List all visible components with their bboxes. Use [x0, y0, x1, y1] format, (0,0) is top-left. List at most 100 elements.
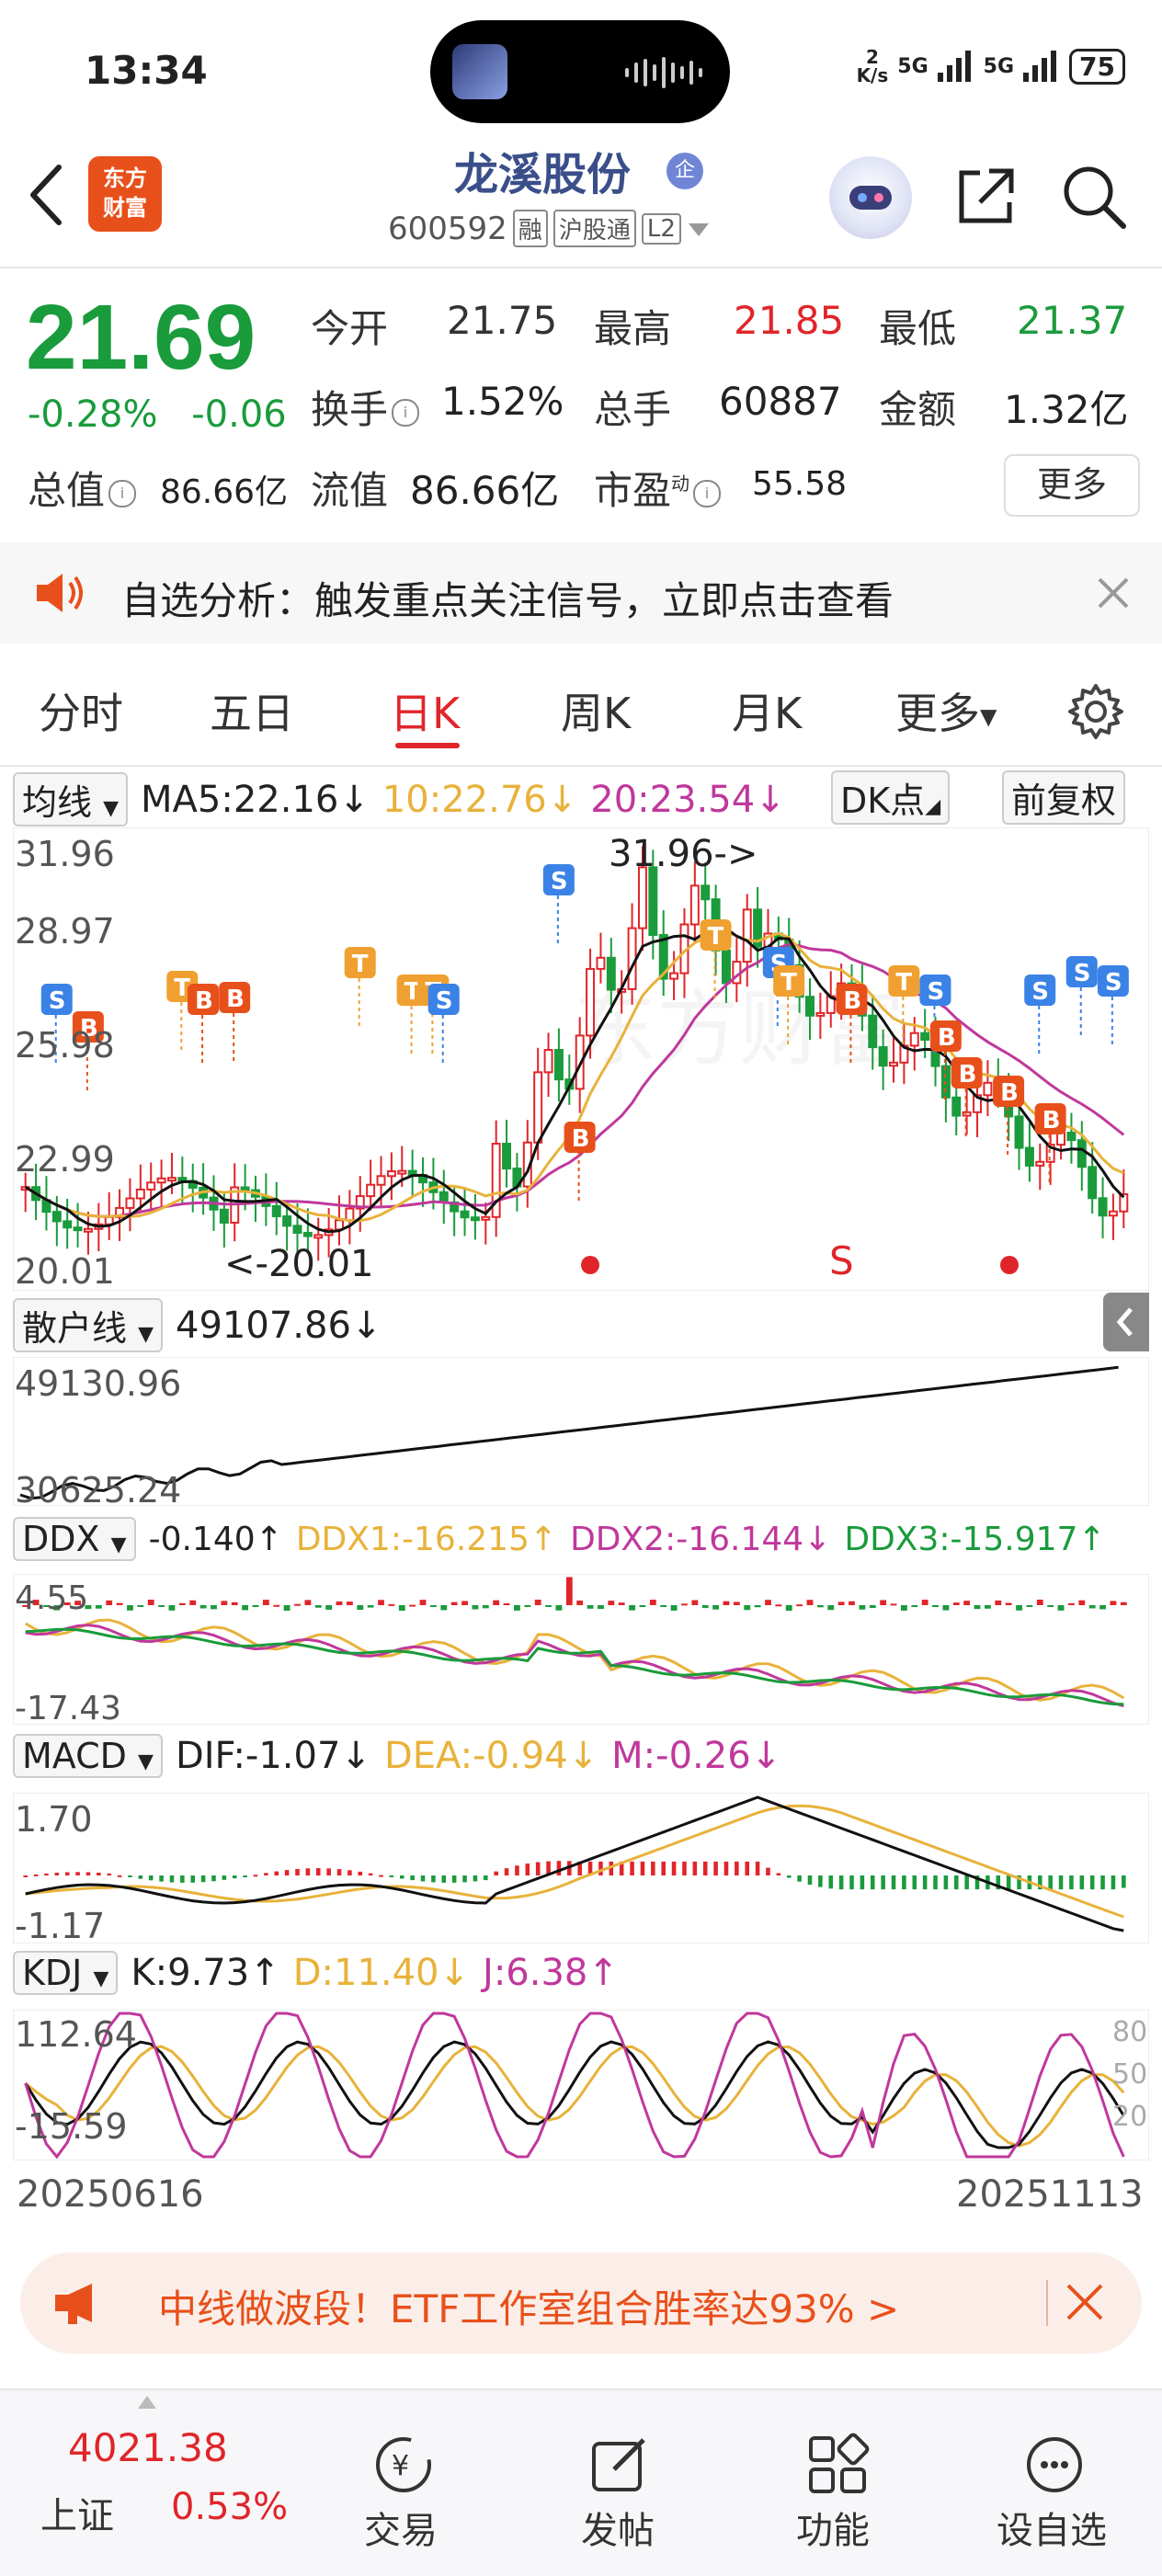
notice-bar[interactable]: 自选分析：触发重点关注信号，立即点击查看: [0, 542, 1162, 644]
macd-bar: [692, 1861, 698, 1875]
candle-body: [940, 1065, 951, 1099]
chevron-down-icon[interactable]: [687, 220, 711, 238]
signal-badge: [219, 982, 251, 1013]
candle-body: [125, 1197, 135, 1209]
ddx-bar: [816, 1605, 824, 1608]
ddx-bar: [712, 1605, 720, 1610]
signal-badge: [72, 1011, 104, 1043]
dif-value: DIF:-1.07↓: [175, 1735, 371, 1777]
pe-label[interactable]: 市盈动 i: [594, 460, 722, 516]
index-value[interactable]: 4021.38: [68, 2425, 228, 2470]
open-value: 21.75: [447, 298, 558, 343]
ddx-bar: [168, 1605, 176, 1611]
ddx-bar: [660, 1605, 667, 1607]
macd-bar: [358, 1871, 363, 1875]
ddx-bar: [419, 1600, 427, 1605]
macd-bar: [484, 1875, 488, 1881]
nav-trade[interactable]: 交易: [364, 2510, 438, 2552]
tab-intraday[interactable]: 分时: [39, 689, 123, 738]
back-icon[interactable]: [24, 158, 70, 232]
nav-functions[interactable]: 功能: [796, 2510, 870, 2552]
close-icon[interactable]: [1065, 2282, 1105, 2322]
signal-letter: S: [551, 868, 568, 895]
promo-banner[interactable]: 中线做波段！ETF工作室组合胜率达93% >: [20, 2252, 1142, 2354]
add-watchlist-icon[interactable]: [1022, 2433, 1087, 2497]
info-icon[interactable]: i: [693, 479, 722, 507]
macd-bar: [902, 1875, 906, 1890]
ddx-bar: [388, 1603, 395, 1606]
macd-bar: [33, 1874, 39, 1876]
bottom-nav: 4021.38 上证 0.53% ¥ 交易 发帖 功能 设自选: [0, 2388, 1162, 2576]
ddx-chart[interactable]: 4.55 -17.43: [13, 1574, 1149, 1725]
dea-line: [25, 1804, 1124, 1919]
stock-code-row[interactable]: 600592 融 沪股通 L2: [388, 210, 711, 247]
ma-selector[interactable]: 均线 ▼: [13, 772, 129, 826]
pe-value: 55.58: [752, 465, 848, 503]
signal-badge: [836, 984, 868, 1015]
macd-bar: [1111, 1875, 1116, 1890]
adjustment-selector[interactable]: 前复权: [1002, 770, 1126, 825]
macd-bar: [23, 1875, 28, 1877]
turnover-label[interactable]: 换手 i: [311, 379, 420, 435]
macd-bar: [441, 1875, 447, 1883]
macd-bar: [253, 1875, 258, 1877]
dk-point-selector[interactable]: DK点◢: [831, 770, 951, 825]
signal-badge: [1034, 1103, 1066, 1134]
retail-selector[interactable]: 散户线 ▼: [13, 1298, 164, 1352]
candle-body: [302, 1231, 313, 1237]
macd-bar: [630, 1861, 634, 1875]
macd-bar: [818, 1875, 823, 1887]
candle-body: [491, 1143, 501, 1218]
kdj-selector[interactable]: KDJ ▼: [13, 1951, 119, 1995]
collapse-panel-button[interactable]: [1103, 1293, 1149, 1351]
ddx-bar: [1078, 1600, 1086, 1605]
functions-icon[interactable]: [805, 2433, 870, 2497]
retail-line-chart[interactable]: 49130.96 30625.24: [13, 1357, 1149, 1506]
candle-body: [135, 1188, 145, 1200]
signal-badge: [427, 984, 460, 1015]
signal-5g-label: 5G: [897, 54, 928, 78]
ddx-selector[interactable]: DDX ▼: [13, 1517, 136, 1561]
more-button[interactable]: 更多: [1004, 454, 1140, 517]
close-icon[interactable]: [1096, 576, 1131, 610]
candle-body: [51, 1211, 62, 1223]
tag-connect: 沪股通: [553, 210, 636, 247]
tab-five-day[interactable]: 五日: [210, 689, 294, 738]
volume-label: 总手: [594, 387, 672, 432]
ddx-bar: [242, 1605, 249, 1611]
kdj-chart[interactable]: 112.64 -15.59 80 50 20: [13, 2010, 1149, 2160]
period-tabs: 分时 五日 日K 周K 月K 更多▼: [0, 662, 1162, 763]
macd-selector[interactable]: MACD ▼: [13, 1734, 163, 1778]
gear-icon[interactable]: [1066, 682, 1125, 741]
search-icon[interactable]: [1059, 162, 1129, 232]
tab-weekly-k[interactable]: 周K: [561, 689, 632, 738]
candlestick-chart[interactable]: 东方财富 SBTBBTTTSBSTSTBTSBBBSBSS 31.96-> <-…: [13, 827, 1149, 1291]
assistant-avatar[interactable]: [829, 156, 912, 239]
macd-bar: [964, 1875, 969, 1890]
kdj-y-top: 112.64: [15, 2014, 137, 2055]
nav-add-watchlist[interactable]: 设自选: [997, 2510, 1107, 2552]
ddx-bar: [1099, 1605, 1106, 1610]
post-icon[interactable]: [587, 2433, 651, 2497]
dropdown-arrow-icon: ▼: [110, 1533, 127, 1556]
macd-bar: [943, 1875, 949, 1890]
info-icon[interactable]: i: [108, 479, 137, 507]
trade-icon[interactable]: ¥: [371, 2433, 436, 2497]
nav-post[interactable]: 发帖: [581, 2510, 655, 2552]
macd-bar: [912, 1875, 917, 1890]
eastmoney-logo[interactable]: 东方 财富: [88, 156, 162, 232]
ddx-bar: [63, 1602, 71, 1605]
stock-name[interactable]: 龙溪股份: [454, 149, 632, 200]
macd-chart[interactable]: 1.70 -1.17: [13, 1793, 1149, 1943]
tab-monthly-k[interactable]: 月K: [732, 689, 803, 738]
signal-icon-2: [1023, 51, 1057, 82]
tab-more[interactable]: 更多▼: [895, 689, 997, 738]
share-icon[interactable]: [952, 162, 1020, 230]
macd-bar: [368, 1873, 373, 1875]
mktcap-label[interactable]: 总值 i: [28, 460, 137, 516]
ddx-bar: [785, 1605, 792, 1611]
tab-daily-k[interactable]: 日K: [390, 689, 461, 738]
signal-markers: SBTBBTTTSBSTSTBTSBBBSBSS: [40, 864, 1129, 1204]
ddx-bar: [1036, 1600, 1043, 1605]
info-icon[interactable]: i: [392, 398, 420, 427]
